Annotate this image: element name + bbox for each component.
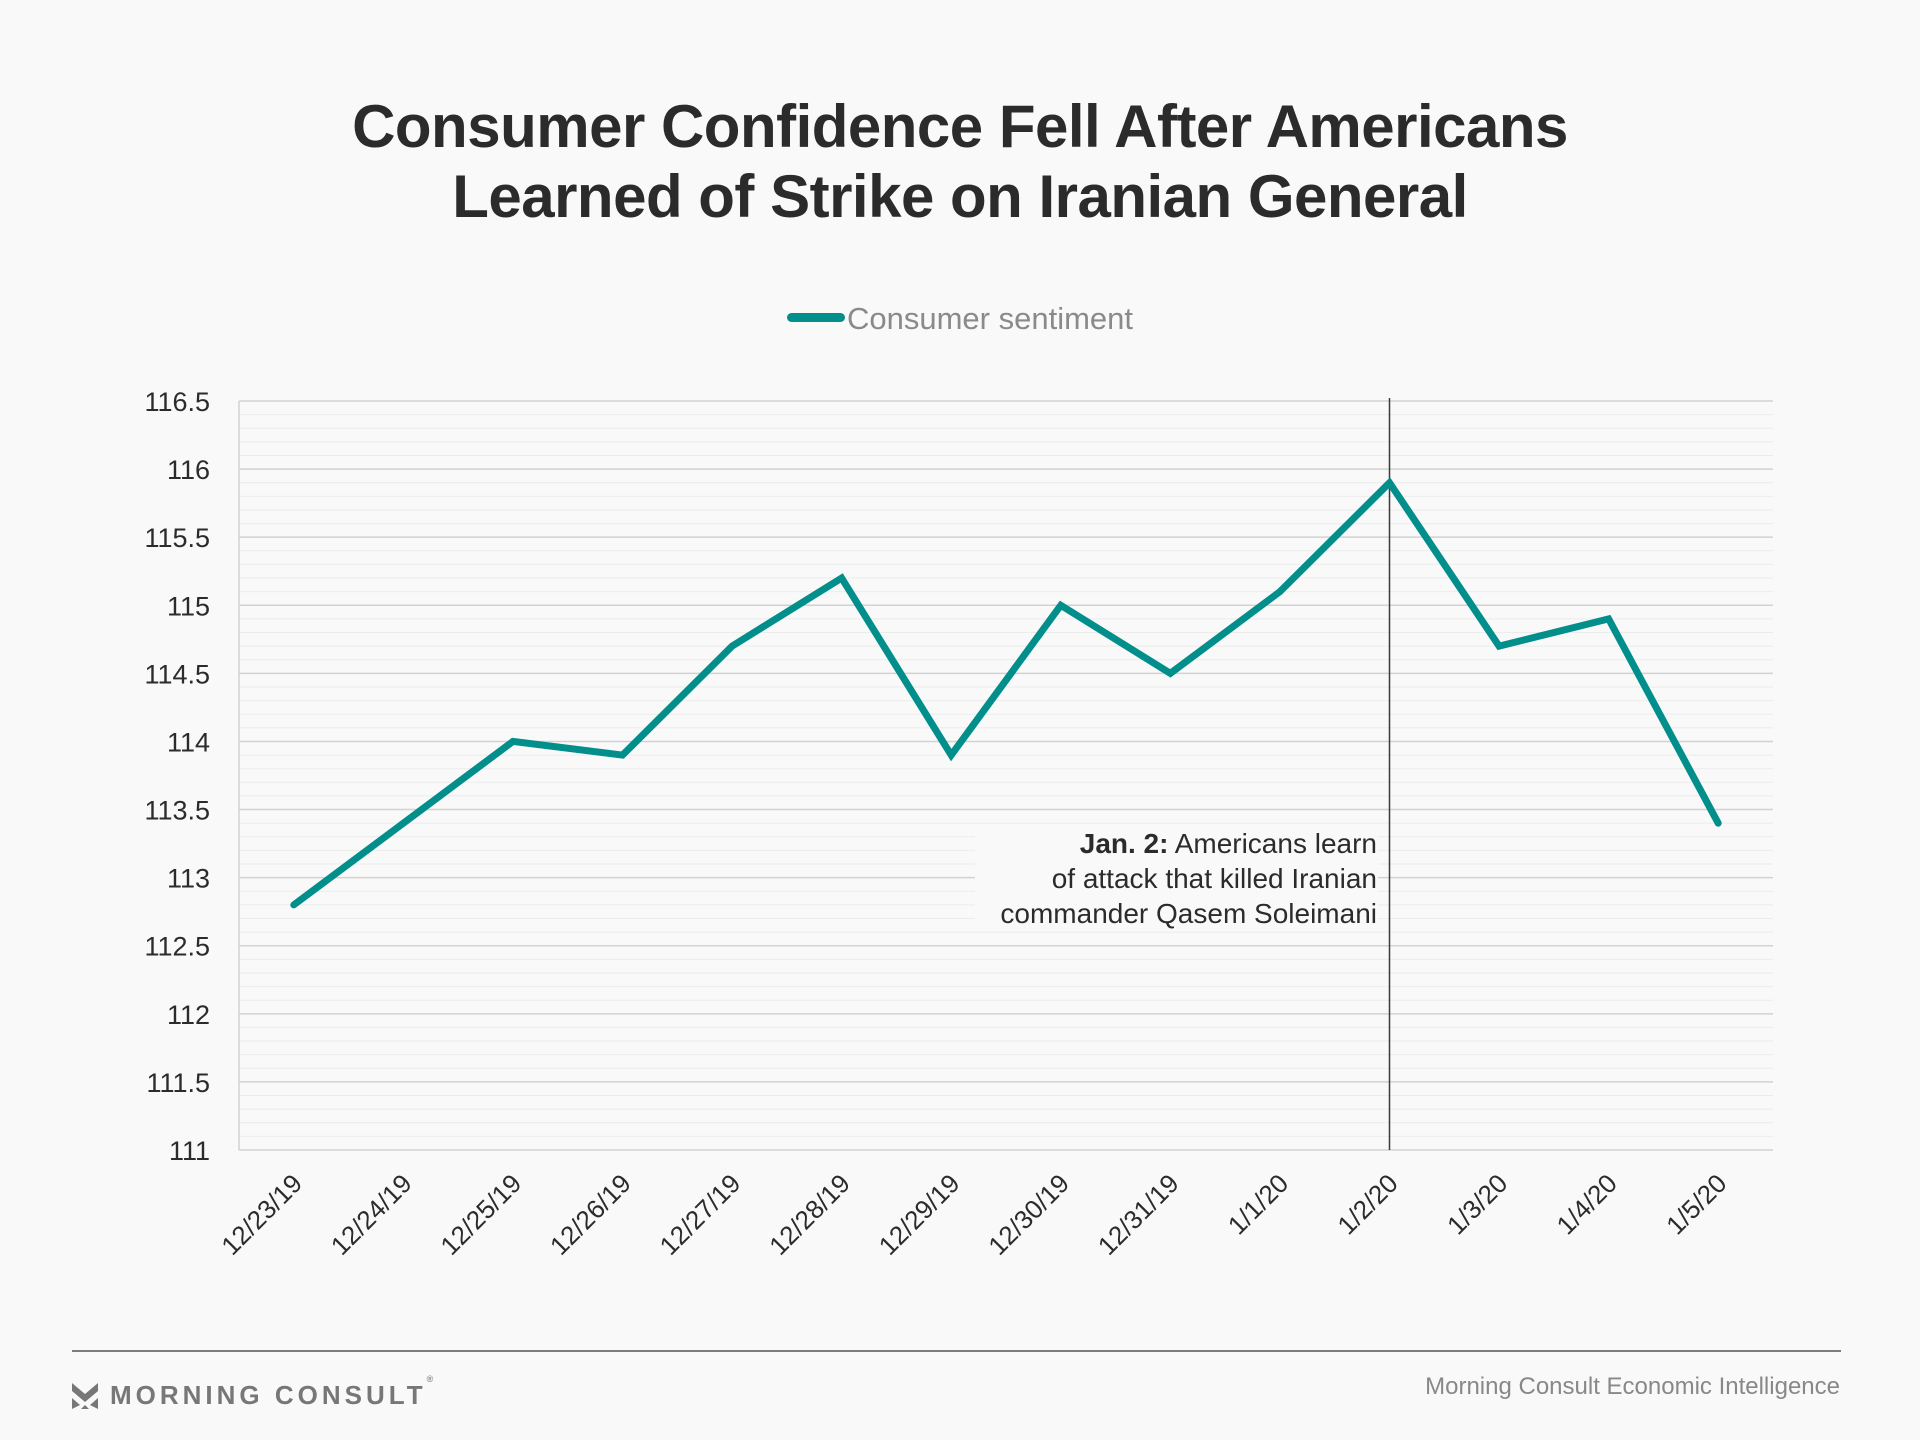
y-tick-label: 113.5 bbox=[144, 796, 210, 826]
legend: Consumer sentiment bbox=[0, 301, 1920, 337]
event-annotation: Jan. 2: Americans learn of attack that k… bbox=[975, 826, 1378, 931]
x-tick-label: 1/2/20 bbox=[1331, 1168, 1403, 1240]
chart-title-line-1: Consumer Confidence Fell After Americans bbox=[352, 93, 1568, 160]
legend-label: Consumer sentiment bbox=[846, 301, 1133, 336]
brand-name: MORNING CONSULT® bbox=[110, 1374, 438, 1410]
x-tick-label: 1/1/20 bbox=[1222, 1168, 1294, 1240]
y-tick-label: 115 bbox=[167, 591, 210, 621]
x-tick-label: 1/4/20 bbox=[1551, 1168, 1623, 1240]
chart-title: Consumer Confidence Fell After Americans… bbox=[0, 92, 1920, 232]
annotation-line-3: commander Qasem Soleimani bbox=[1000, 898, 1377, 929]
x-tick-label: 12/30/19 bbox=[982, 1168, 1075, 1261]
major-gridlines bbox=[239, 400, 1773, 1151]
y-axis-ticks: 111 111.5 112 112.5 113 113.5 114 114.5 115 115.5… bbox=[144, 387, 210, 1166]
y-tick-label: 111.5 bbox=[146, 1068, 210, 1098]
annotation-line-1: Americans learn bbox=[1168, 828, 1377, 859]
x-tick-label: 12/26/19 bbox=[544, 1168, 637, 1261]
footer-divider bbox=[72, 1350, 1841, 1352]
y-tick-label: 114.5 bbox=[144, 659, 210, 689]
legend-line-swatch bbox=[786, 313, 845, 323]
y-tick-label: 114 bbox=[167, 727, 210, 757]
series-line-consumer-sentiment bbox=[290, 477, 1722, 909]
annotation-date: Jan. 2: bbox=[1079, 828, 1169, 859]
annotation-line-2: of attack that killed Iranian bbox=[1051, 863, 1377, 894]
y-tick-label: 111 bbox=[169, 1136, 210, 1166]
y-tick-label: 116.5 bbox=[144, 387, 210, 417]
x-tick-label: 12/29/19 bbox=[873, 1168, 966, 1261]
x-tick-label: 12/23/19 bbox=[215, 1168, 308, 1261]
brand-logo: MORNING CONSULT® bbox=[72, 1374, 438, 1411]
x-tick-label: 12/31/19 bbox=[1092, 1168, 1185, 1261]
y-tick-label: 112 bbox=[167, 1000, 210, 1030]
x-tick-label: 12/27/19 bbox=[654, 1168, 747, 1261]
y-tick-label: 116 bbox=[167, 455, 210, 485]
chart-title-line-2: Learned of Strike on Iranian General bbox=[452, 163, 1468, 230]
x-tick-label: 12/25/19 bbox=[434, 1168, 527, 1261]
x-tick-label: 12/24/19 bbox=[325, 1168, 418, 1261]
x-axis-ticks: 12/23/19 12/24/19 12/25/19 12/26/19 12/27/19… bbox=[215, 1168, 1732, 1261]
source-note: Morning Consult Economic Intelligence bbox=[1425, 1373, 1840, 1400]
y-tick-label: 113 bbox=[167, 864, 210, 894]
y-tick-label: 112.5 bbox=[144, 932, 210, 962]
morning-consult-chevron-icon bbox=[72, 1382, 98, 1409]
x-tick-label: 1/5/20 bbox=[1660, 1168, 1732, 1240]
x-tick-label: 12/28/19 bbox=[763, 1168, 856, 1261]
x-tick-label: 1/3/20 bbox=[1441, 1168, 1513, 1240]
series-group bbox=[290, 477, 1722, 909]
y-tick-label: 115.5 bbox=[144, 523, 210, 553]
